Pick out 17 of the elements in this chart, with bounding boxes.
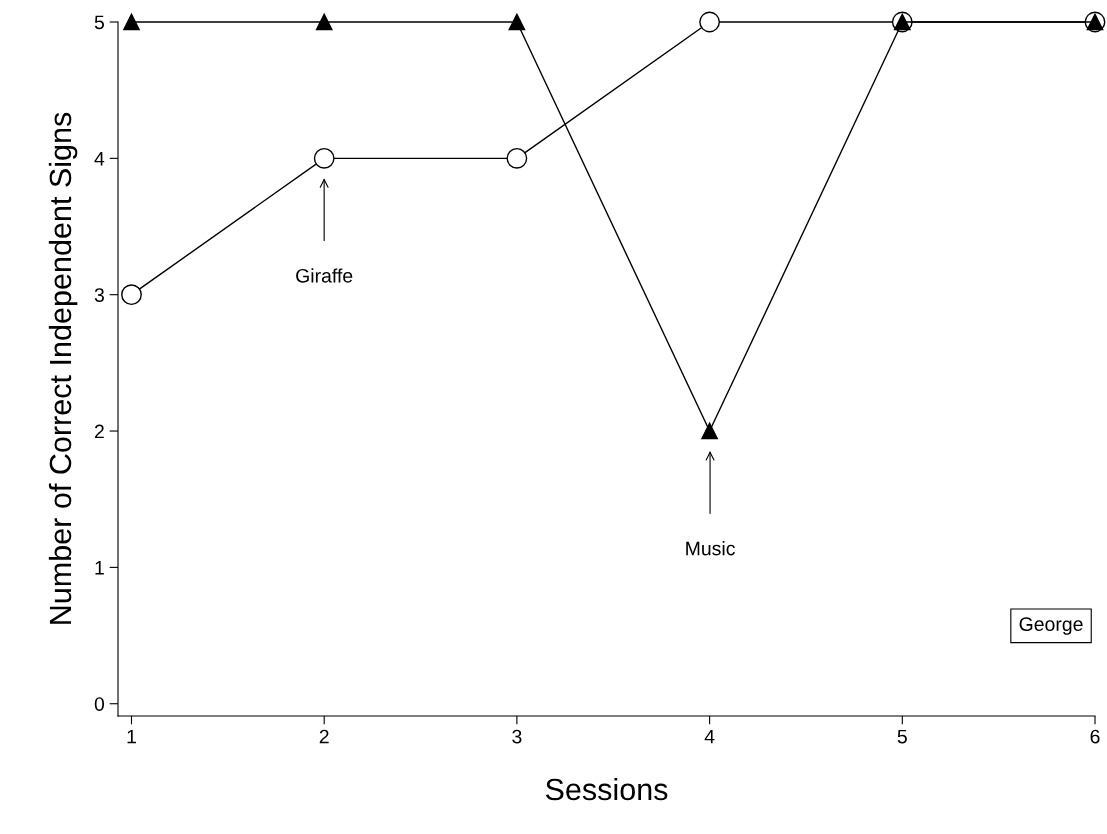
annotation: Giraffe bbox=[296, 268, 353, 283]
annotation: Music bbox=[686, 541, 735, 556]
x-tick-label: 5 bbox=[897, 729, 907, 744]
y-tick-label: 0 bbox=[94, 697, 105, 711]
x-tick-label: 1 bbox=[127, 729, 136, 744]
x-tick-label: 3 bbox=[512, 729, 522, 744]
y-tick-label: 4 bbox=[94, 152, 105, 166]
x-tick-label: 2 bbox=[319, 729, 329, 744]
y-tick-label: 1 bbox=[95, 561, 104, 575]
x-tick-label: 6 bbox=[1090, 729, 1100, 744]
x-axis-title: Sessions bbox=[545, 777, 668, 801]
y-tick-label: 2 bbox=[94, 424, 104, 439]
y-tick-label: 5 bbox=[94, 15, 104, 30]
y-tick-label: 3 bbox=[94, 288, 104, 302]
annotation: George bbox=[1019, 617, 1083, 635]
x-tick-label: 4 bbox=[704, 729, 715, 744]
y-axis-title: Number of Correct Independent Signs bbox=[48, 112, 78, 624]
